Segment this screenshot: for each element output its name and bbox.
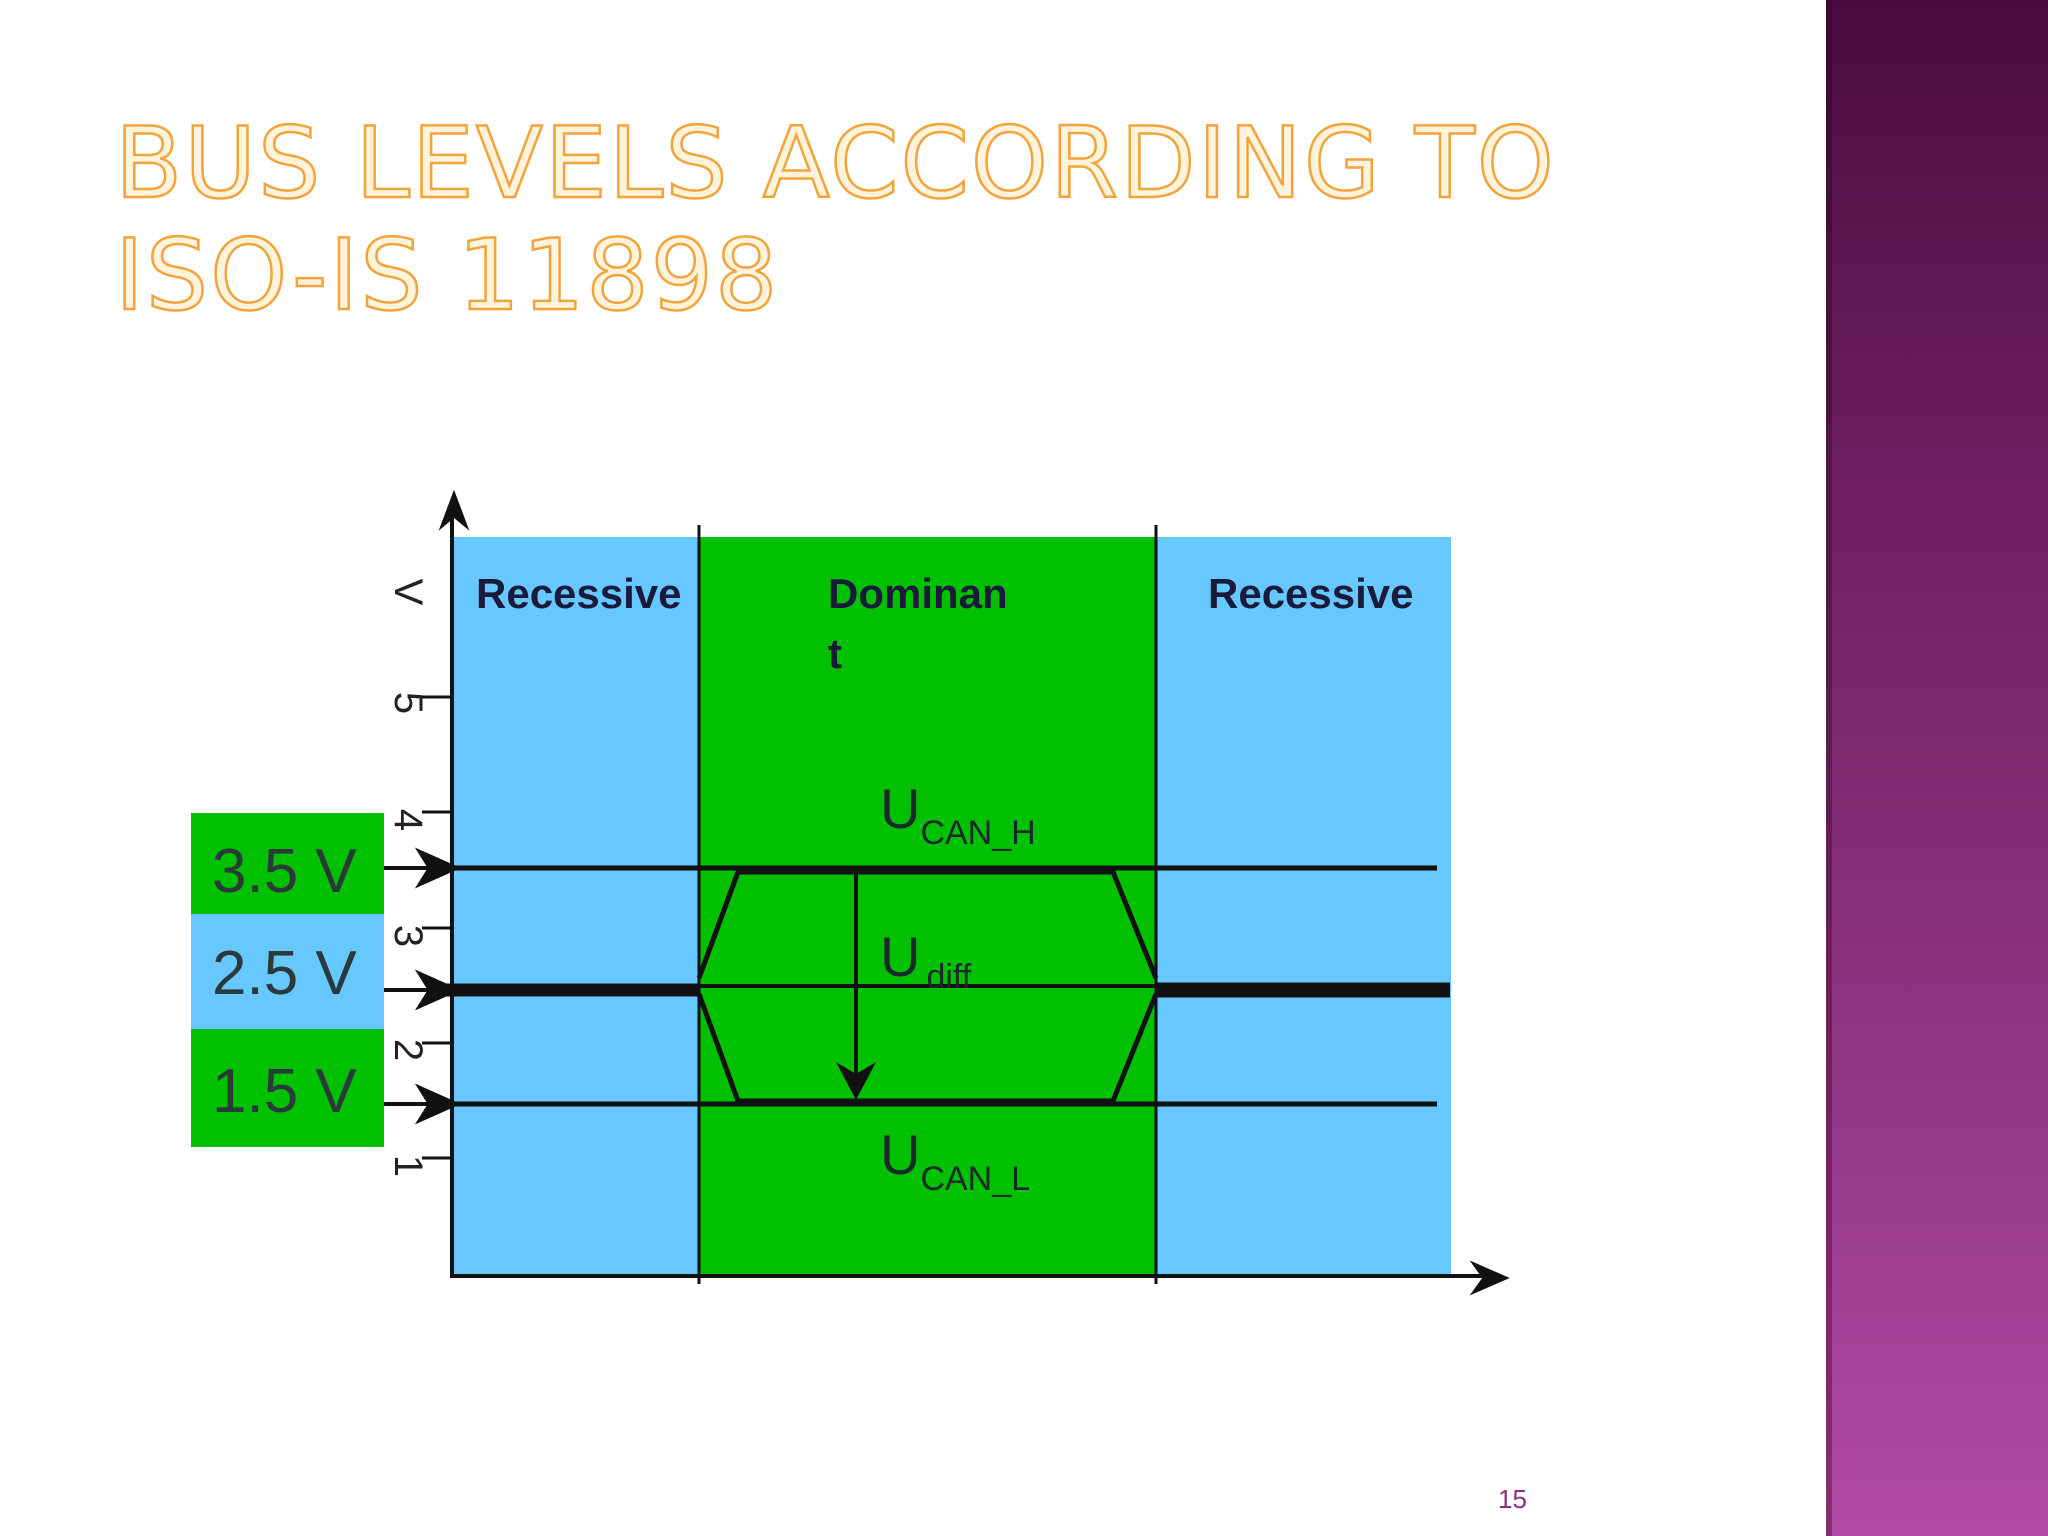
level-label-1-5v: 1.5 V: [212, 1057, 357, 1126]
tick-label-1: 1: [386, 1155, 430, 1177]
axis-label-v: V: [386, 579, 430, 606]
arrow-2-5v-head: [414, 969, 461, 1011]
dominant-region: [699, 537, 1156, 1274]
signal-label-diff-main: U: [880, 925, 920, 988]
region-label-recessive-right: Recessive: [1208, 570, 1414, 617]
region-label-dominant-line1: Dominan: [828, 570, 1008, 617]
signal-label-can-h-main: U: [880, 777, 920, 840]
signal-label-can-l: UCAN_L: [880, 1123, 1030, 1198]
signal-label-can-h-sub: CAN_H: [920, 814, 1035, 852]
region-label-recessive-left: Recessive: [476, 570, 682, 617]
level-label-3-5v: 3.5 V: [212, 837, 357, 906]
tick-label-2: 2: [386, 1039, 430, 1061]
can-h-transition: [696, 869, 1159, 979]
bus-level-diagram: V 5 4 3 2 1 Recessive Dominan t Recessiv…: [191, 489, 1510, 1296]
level-label-2-5v: 2.5 V: [212, 939, 357, 1008]
can-l-transition: [696, 993, 1159, 1104]
signal-label-can-l-sub: CAN_L: [920, 1160, 1030, 1198]
level-box-3-5v: [191, 813, 384, 914]
level-arrows: [384, 847, 461, 1125]
decorative-side-bar: [1826, 0, 2048, 1536]
signal-label-can-l-main: U: [880, 1123, 920, 1186]
tick-label-5: 5: [386, 692, 430, 714]
arrow-1-5v-head: [414, 1083, 461, 1125]
x-axis-arrow: [1469, 1260, 1510, 1296]
recessive-region-left: [452, 537, 699, 1274]
u-diff-arrowhead: [836, 1062, 876, 1100]
region-label-dominant-line2: t: [828, 630, 842, 677]
page-number: 15: [1498, 1484, 1527, 1514]
tick-label-4: 4: [386, 809, 430, 831]
slide-title: Bus levels according to ISO-IS 11898: [114, 107, 1556, 334]
y-axis-ticks: [422, 695, 452, 1160]
tick-label-3: 3: [386, 925, 430, 947]
signal-label-diff-sub: diff: [926, 958, 971, 996]
recessive-region-right: [1156, 537, 1451, 1274]
signal-label-can-h: UCAN_H: [880, 777, 1036, 852]
level-box-1-5v: [191, 1029, 384, 1147]
arrow-3-5v-head: [414, 847, 461, 889]
level-box-2-5v: [191, 914, 384, 1029]
y-axis-arrow: [438, 489, 470, 531]
